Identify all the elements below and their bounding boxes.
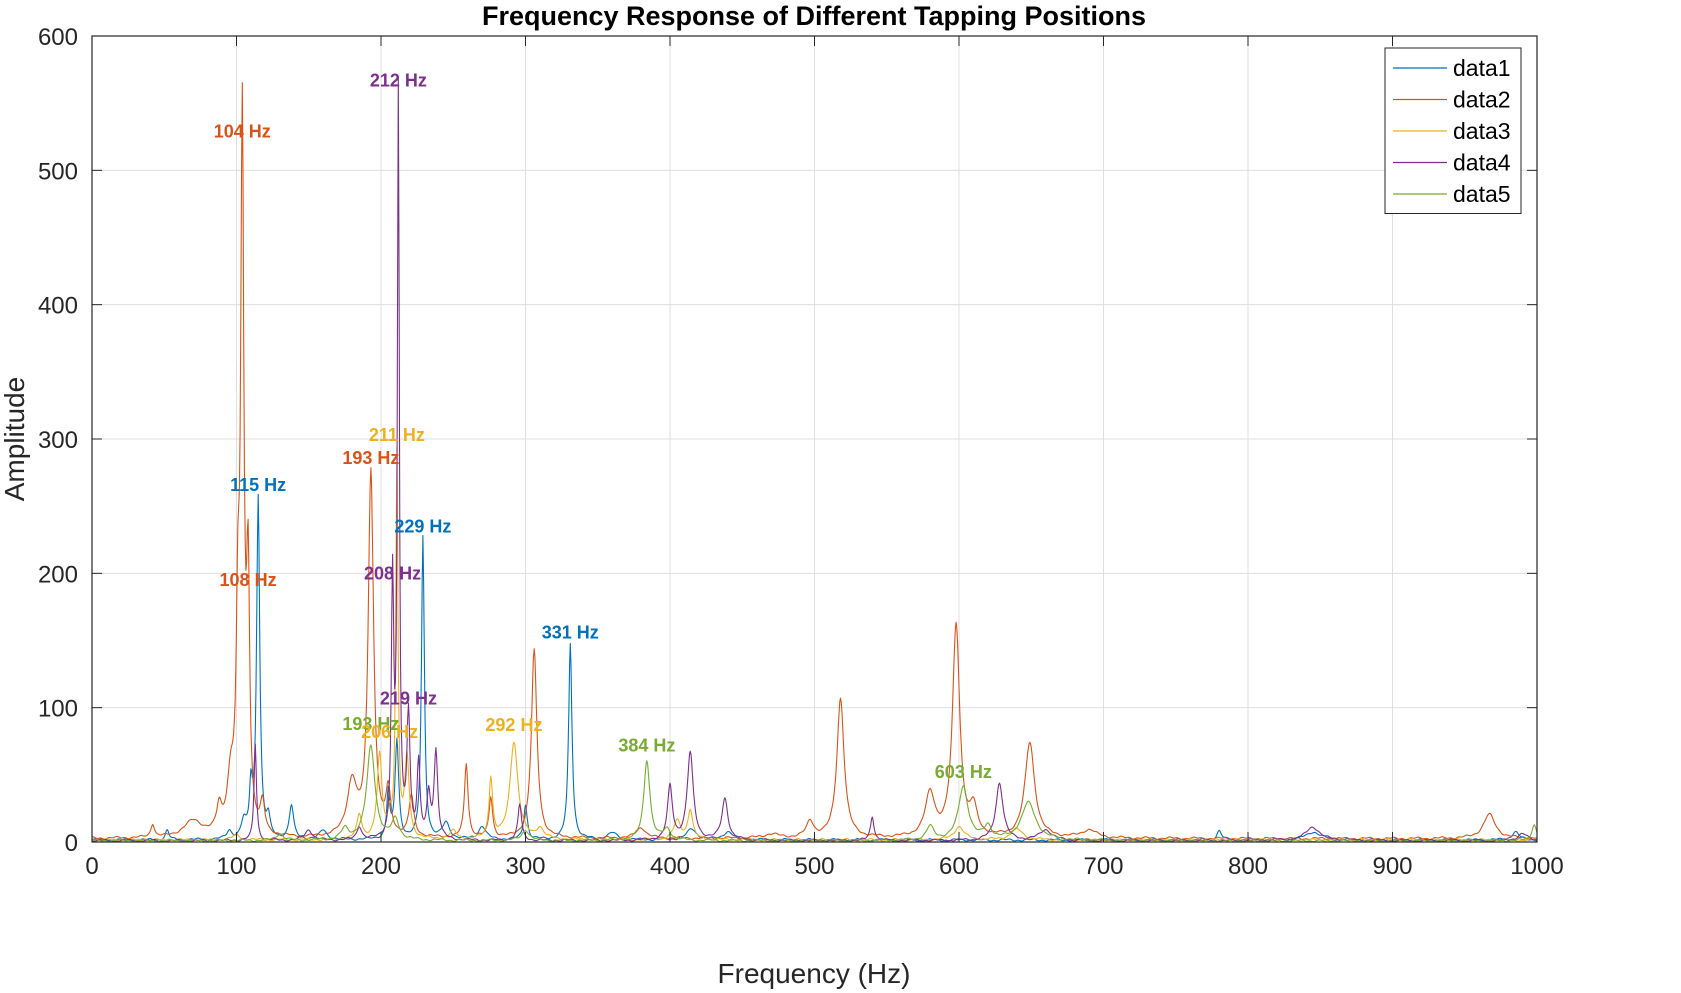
peak-label: 208 Hz [364, 563, 421, 583]
x-tick-label: 200 [361, 853, 401, 880]
peak-label: 384 Hz [618, 735, 675, 755]
y-tick-label: 600 [38, 24, 78, 51]
chart-title: Frequency Response of Different Tapping … [482, 1, 1146, 31]
y-tick-label: 400 [38, 293, 78, 320]
peak-label: 193 Hz [342, 714, 399, 734]
peak-annotations: 104 Hz 108 Hz 115 Hz 193 Hz 211 Hz 212 Hz 208 … [214, 70, 992, 782]
axis-ticks: 0 100 200 300 400 500 600 700 800 900 1000 0 100 200 3… [38, 24, 1564, 880]
x-tick-label: 900 [1372, 853, 1412, 880]
legend-label: data2 [1453, 87, 1511, 113]
y-tick-label: 0 [65, 830, 78, 857]
x-tick-label: 0 [85, 853, 98, 880]
y-tick-label: 200 [38, 561, 78, 588]
peak-label: 212 Hz [370, 70, 427, 90]
x-tick-label: 300 [505, 853, 545, 880]
peak-label: 211 Hz [369, 425, 425, 445]
peak-label: 193 Hz [342, 448, 399, 468]
x-tick-label: 500 [794, 853, 834, 880]
peak-label: 104 Hz [214, 121, 271, 141]
peak-label: 108 Hz [220, 570, 277, 590]
y-tick-label: 100 [38, 696, 78, 723]
x-tick-label: 800 [1228, 853, 1268, 880]
legend-label: data1 [1453, 55, 1511, 81]
x-tick-label: 100 [216, 853, 256, 880]
peak-label: 206 Hz [361, 722, 418, 742]
peak-label: 219 Hz [380, 688, 437, 708]
y-tick-label: 300 [38, 427, 78, 454]
y-tick-label: 500 [38, 158, 78, 185]
x-tick-label: 600 [939, 853, 979, 880]
x-axis-title: Frequency (Hz) [718, 958, 911, 989]
x-tick-label: 1000 [1510, 853, 1563, 880]
y-axis-title: Amplitude [0, 377, 30, 502]
peak-label: 603 Hz [935, 762, 992, 782]
peak-label: 115 Hz [230, 475, 286, 495]
legend-label: data5 [1453, 181, 1511, 207]
x-tick-label: 700 [1083, 853, 1123, 880]
x-tick-label: 400 [650, 853, 690, 880]
legend[interactable]: data1 data2 data3 data4 data5 [1384, 47, 1522, 214]
legend-label: data3 [1453, 118, 1511, 144]
peak-label: 292 Hz [485, 715, 542, 735]
peak-label: 331 Hz [542, 623, 599, 643]
legend-label: data4 [1453, 150, 1511, 176]
peak-label: 229 Hz [394, 516, 451, 536]
